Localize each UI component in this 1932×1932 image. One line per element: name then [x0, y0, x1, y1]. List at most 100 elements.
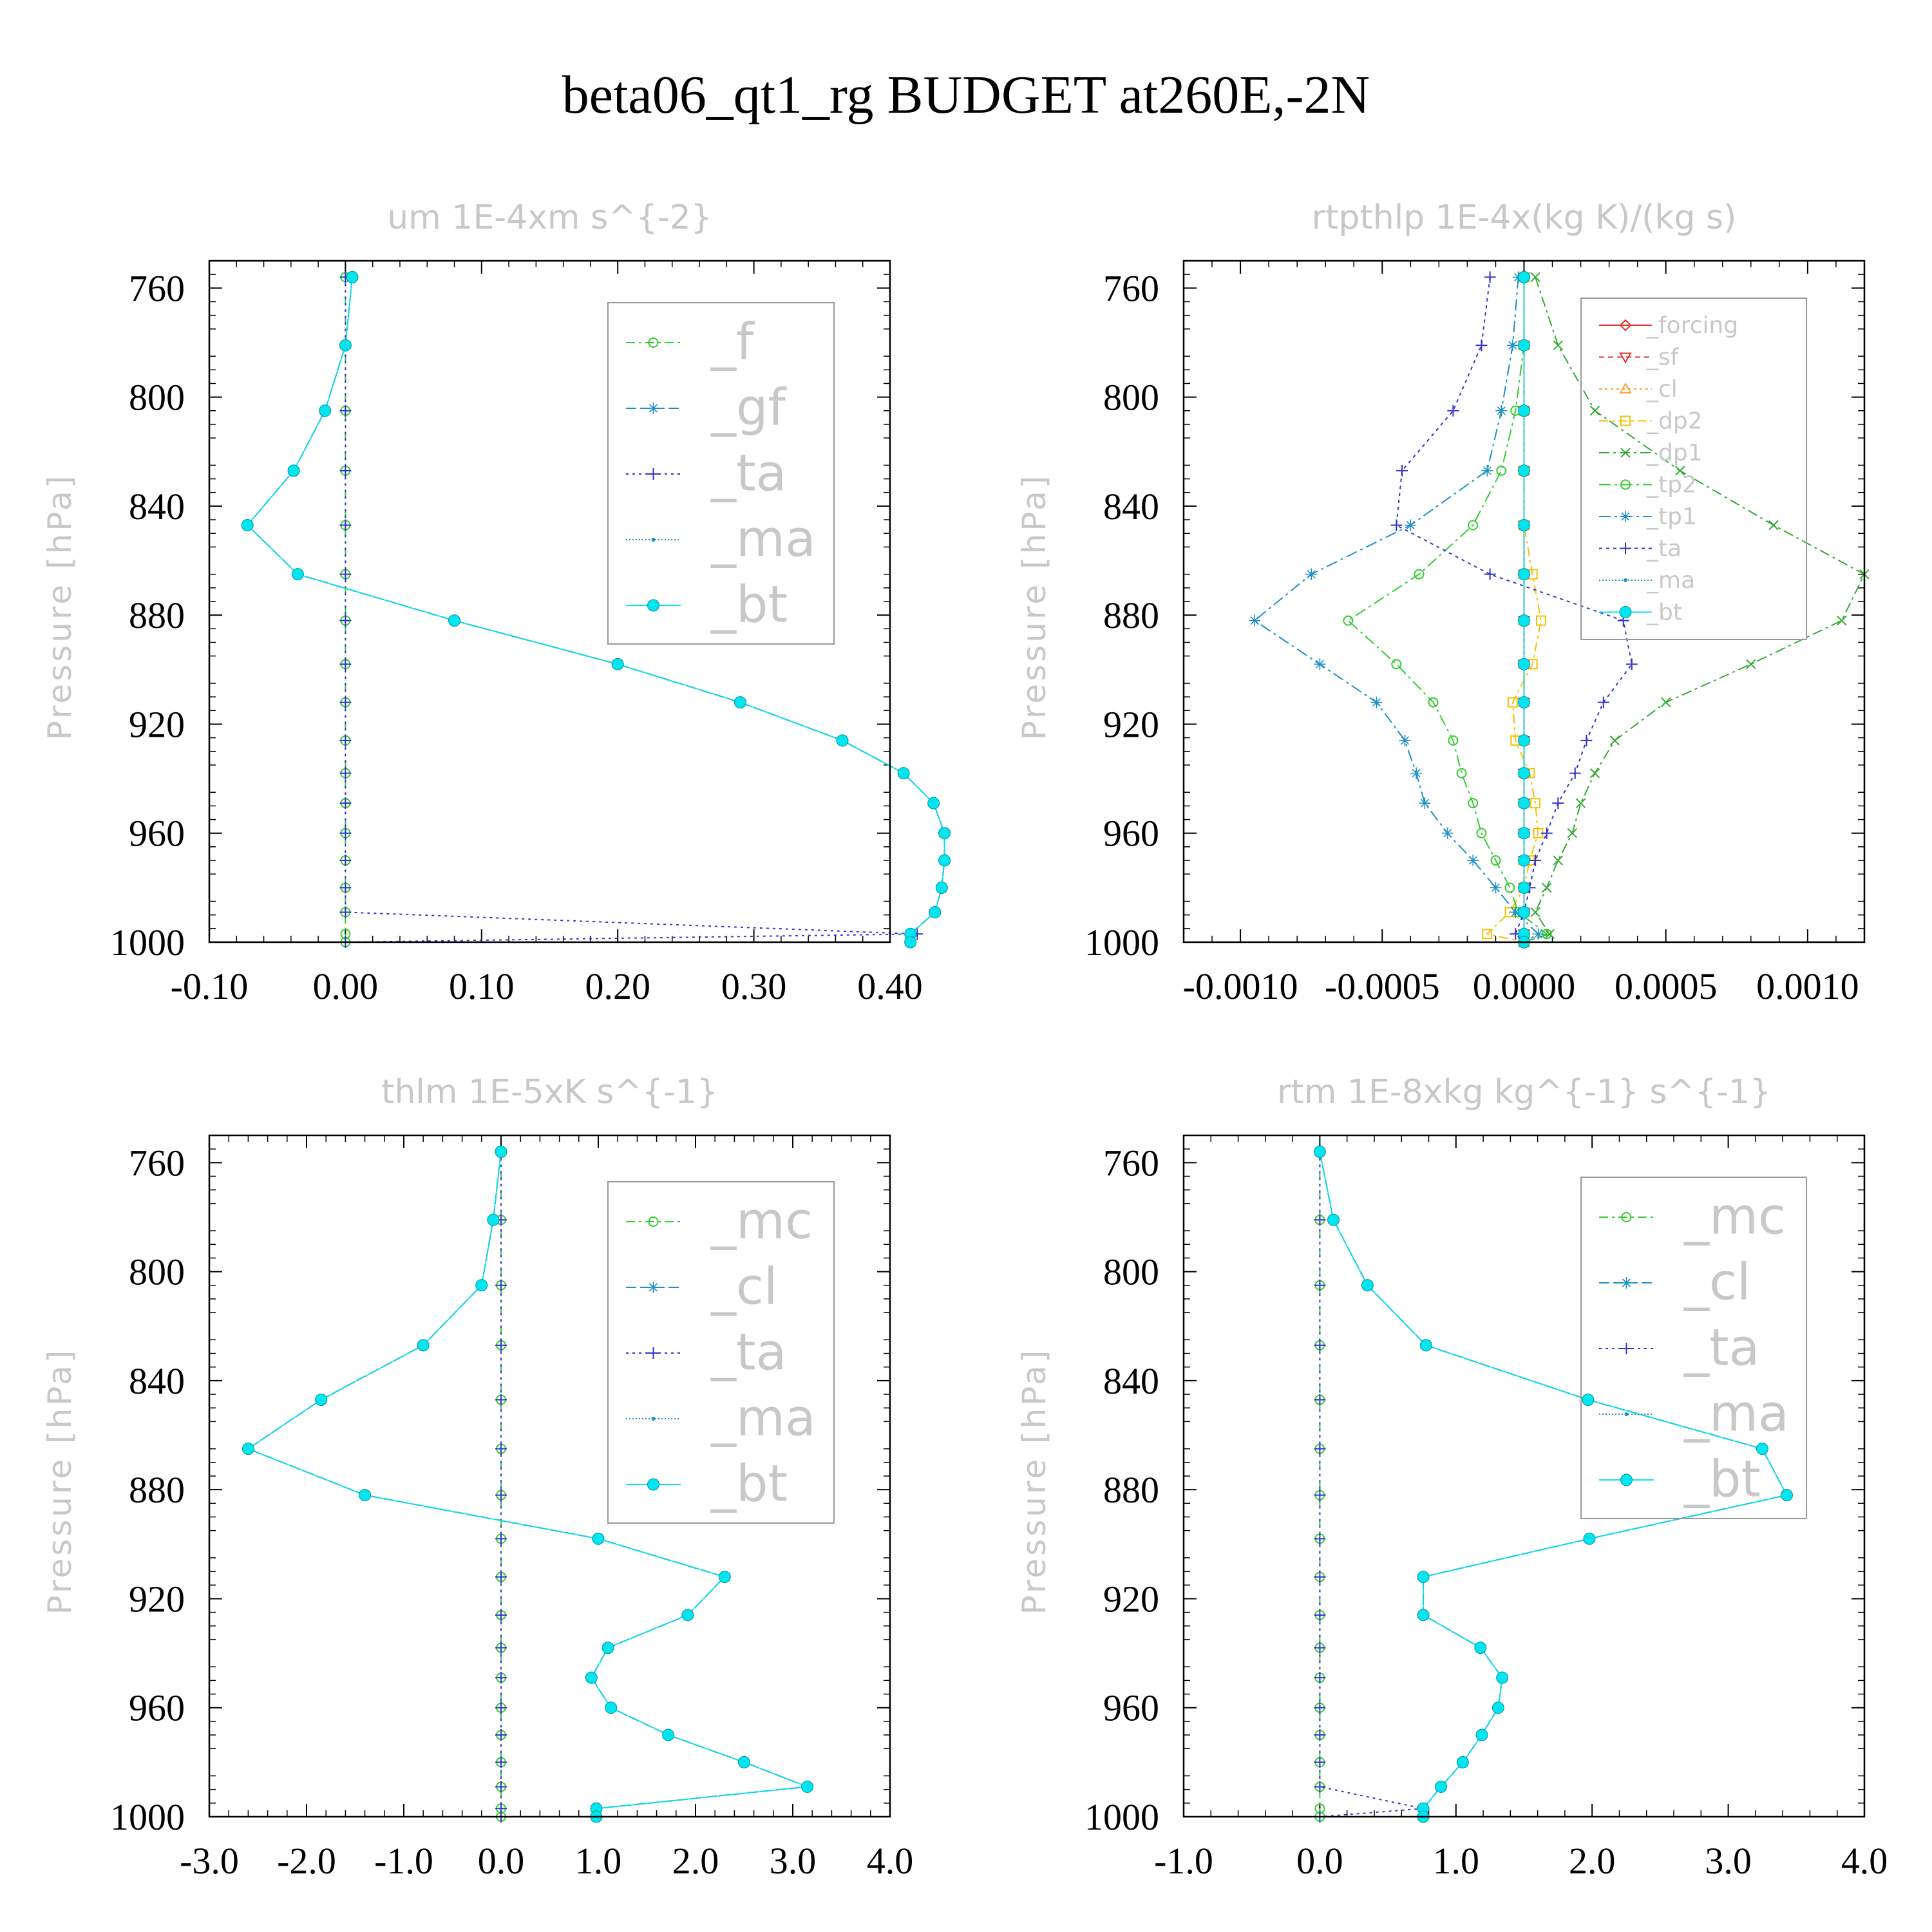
data-point: [1314, 1279, 1326, 1291]
data-point: [1441, 827, 1454, 839]
data-point: [601, 1642, 614, 1654]
data-point: [1518, 464, 1530, 477]
legend-label: _bt: [710, 576, 788, 634]
x-tick-label: 2.0: [1569, 1840, 1616, 1882]
data-point: [927, 797, 940, 810]
data-point: [1837, 615, 1847, 626]
legend-marker: [1620, 1277, 1633, 1289]
data-point: [495, 1533, 507, 1545]
data-point: [495, 1394, 507, 1406]
y-tick-label: 960: [1103, 1687, 1159, 1729]
series-line: [345, 277, 918, 943]
data-point: [1518, 696, 1530, 709]
legend-label: _ma: [710, 511, 816, 569]
legend-marker: [1619, 606, 1632, 618]
y-tick-label: 840: [129, 1360, 185, 1402]
data-point: [1475, 1728, 1488, 1741]
data-point: [1314, 1394, 1326, 1406]
data-point: [1518, 905, 1530, 918]
data-point: [1468, 798, 1479, 809]
data-point: [319, 404, 332, 417]
data-point: [1314, 1609, 1326, 1621]
data-point: [1756, 1443, 1768, 1455]
data-point: [1314, 1443, 1326, 1455]
data-point: [1518, 854, 1530, 867]
legend-label: _mc: [710, 1193, 813, 1251]
x-tick-label: 2.0: [672, 1840, 719, 1882]
data-point: [1343, 615, 1354, 626]
data-point: [734, 696, 746, 709]
series-line: [247, 1151, 808, 1817]
data-point: [1496, 465, 1507, 476]
y-tick-label: 960: [129, 813, 185, 855]
y-tick-label: 1000: [1084, 1796, 1159, 1838]
data-point: [1518, 767, 1530, 780]
legend-marker: [648, 1217, 659, 1227]
y-tick-label: 920: [1103, 1578, 1159, 1620]
legend-marker: [647, 1282, 659, 1293]
data-point: [1553, 855, 1564, 866]
data-point: [1414, 569, 1425, 580]
data-point: [1582, 1394, 1595, 1406]
data-point: [1495, 404, 1508, 417]
data-point: [836, 734, 849, 747]
data-point: [1484, 568, 1496, 580]
y-tick-label: 800: [129, 1251, 185, 1293]
x-tick-label: 0.0: [1296, 1840, 1343, 1882]
x-tick-label: -1.0: [1154, 1840, 1213, 1882]
data-point: [1530, 907, 1540, 918]
data-point: [291, 568, 304, 581]
data-point: [681, 1609, 694, 1622]
data-point: [1518, 881, 1530, 894]
data-point: [1609, 735, 1620, 746]
series-line: [1319, 1151, 1424, 1817]
data-point: [1518, 519, 1530, 532]
data-point: [1518, 658, 1530, 670]
data-point: [1417, 1571, 1430, 1584]
data-point: [1428, 697, 1439, 708]
data-point: [1405, 519, 1417, 531]
minor-ticks: [1184, 1135, 1864, 1817]
data-point: [1530, 855, 1542, 867]
data-point: [495, 1701, 507, 1714]
data-point: [475, 1279, 488, 1292]
legend-marker: [1620, 1473, 1633, 1486]
y-tick-label: 840: [1103, 1360, 1159, 1402]
legend-label: _gf: [710, 379, 787, 437]
data-point: [1456, 1756, 1469, 1768]
data-point: [1518, 270, 1530, 283]
y-tick-label: 840: [1103, 486, 1159, 527]
data-point: [495, 1781, 507, 1793]
panel-4: rtm 1E-8xkg kg^{-1} s^{-1} 760 800 840 880 92…: [1016, 1073, 1888, 1882]
series-bt: [1518, 270, 1530, 949]
data-point: [1484, 271, 1496, 283]
data-point: [1575, 798, 1586, 808]
legend-marker: [647, 599, 659, 612]
data-point: [1305, 568, 1318, 580]
data-point: [662, 1728, 675, 1741]
x-tick-label: -0.0005: [1325, 965, 1440, 1007]
legend: _forcing _sf _cl _dp2 _dp1 _tp2 _tp1 _ta _ma _bt: [1580, 298, 1807, 640]
y-tick-label: 960: [129, 1687, 185, 1729]
data-point: [1314, 1756, 1326, 1768]
y-axis-label: Pressure [hPa]: [1016, 473, 1053, 741]
data-point: [1518, 734, 1530, 747]
data-point: [1314, 1729, 1326, 1741]
data-point: [495, 1489, 507, 1501]
legend-marker: [647, 1478, 659, 1491]
x-tick-label: 1.0: [575, 1840, 622, 1882]
legend-marker: [1620, 479, 1631, 490]
data-point: [1448, 735, 1459, 746]
panel-title: thlm 1E-5xK s^{-1}: [381, 1073, 718, 1112]
data-point: [1419, 1339, 1432, 1352]
legend-label: _dp2: [1646, 408, 1703, 434]
legend-marker: [1624, 1412, 1629, 1416]
data-point: [495, 1145, 507, 1158]
data-point: [1314, 1571, 1326, 1583]
series-bt: [242, 1145, 814, 1823]
y-tick-label: 800: [1103, 377, 1159, 419]
data-point: [241, 519, 254, 532]
data-point: [1518, 568, 1530, 581]
data-point: [495, 1339, 507, 1351]
legend-label: _cl: [710, 1258, 778, 1316]
